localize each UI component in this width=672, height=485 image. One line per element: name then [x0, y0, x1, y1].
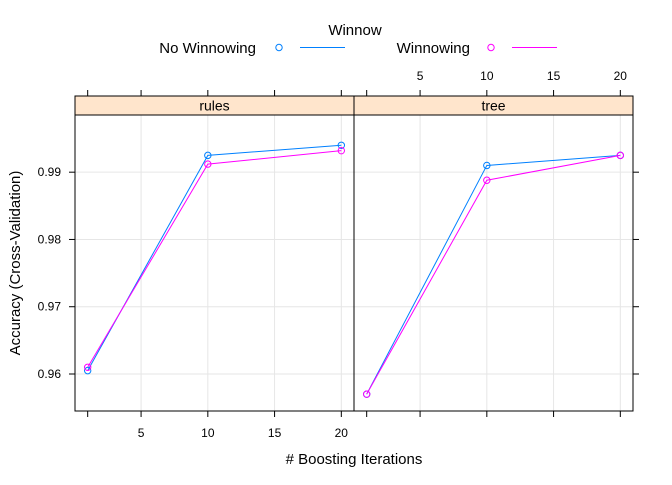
x-tick-label-top: 20	[614, 69, 628, 83]
series-line-no-winnowing-tree	[366, 154, 621, 395]
x-tick-label: 20	[335, 426, 349, 440]
data-point-winnowing-rules	[204, 160, 212, 168]
legend-label-no-winnowing: No Winnowing	[159, 40, 256, 57]
y-tick-label: 0.99	[38, 165, 62, 179]
y-tick-label: 0.96	[38, 367, 62, 381]
x-axis-title: # Boosting Iterations	[286, 451, 423, 468]
series-line-winnowing-tree	[366, 154, 621, 395]
data-point-no-winnowing-rules	[83, 366, 92, 375]
x-tick-label: 15	[268, 426, 282, 440]
legend-title: Winnow	[328, 22, 382, 39]
legend-point-winnowing	[487, 43, 495, 52]
data-point-winnowing-tree	[362, 390, 371, 398]
panel-frame-rules	[74, 114, 355, 412]
data-point-no-winnowing-rules	[204, 151, 212, 160]
x-tick-label: 5	[138, 426, 145, 440]
x-tick-label: 10	[201, 426, 215, 440]
data-point-no-winnowing-rules	[337, 141, 346, 149]
data-point-no-winnowing-tree	[483, 161, 491, 170]
data-point-winnowing-rules	[337, 146, 346, 155]
legend-label-winnowing: Winnowing	[397, 40, 470, 57]
y-tick-label: 0.98	[38, 232, 62, 246]
strip-label-tree: tree	[481, 98, 505, 114]
series-line-winnowing-rules	[87, 150, 342, 368]
data-point-winnowing-tree	[483, 176, 491, 184]
x-tick-label-top: 15	[547, 69, 561, 83]
panel-frame-tree	[353, 114, 634, 412]
legend-point-no-winnowing	[275, 43, 283, 52]
y-tick-label: 0.97	[38, 300, 62, 314]
data-point-winnowing-rules	[83, 363, 92, 371]
strip-label-rules: rules	[199, 98, 229, 114]
series-line-no-winnowing-rules	[87, 144, 342, 371]
x-tick-label-top: 5	[417, 69, 424, 83]
y-axis-title: Accuracy (Cross-Validation)	[7, 171, 24, 356]
data-point-winnowing-tree	[616, 151, 625, 160]
x-tick-label-top: 10	[480, 69, 494, 83]
